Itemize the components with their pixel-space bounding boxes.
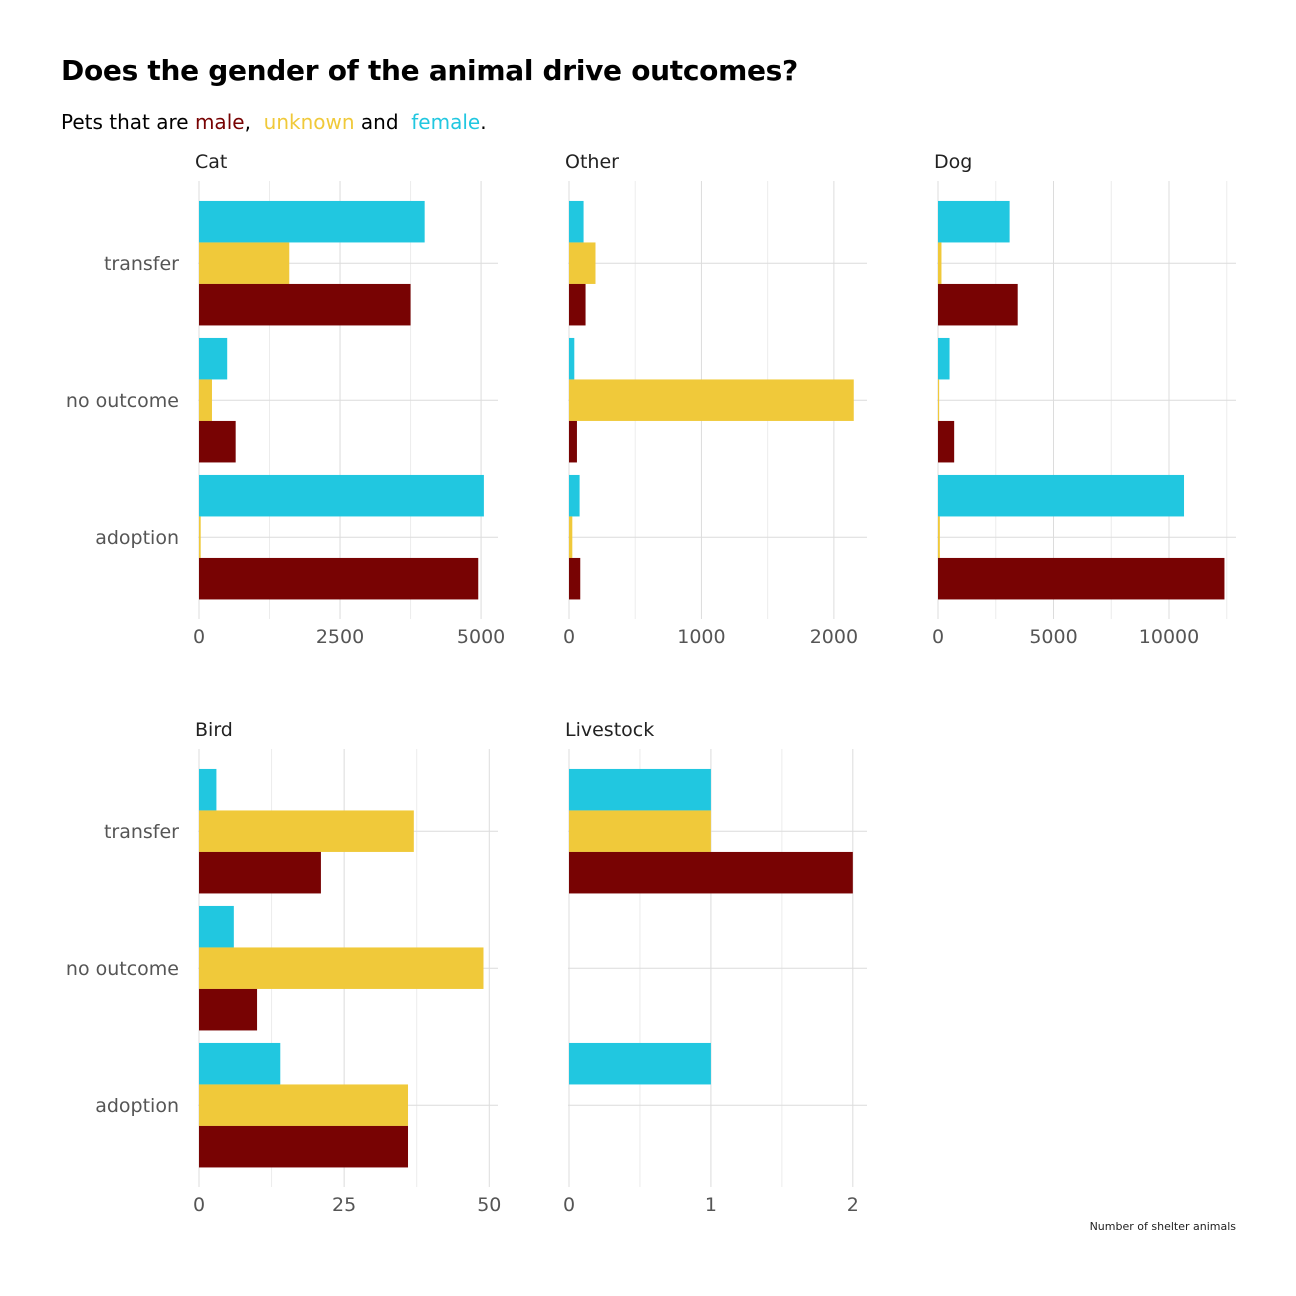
y-category-label: no outcome	[66, 390, 179, 412]
bar-other-adoption-male	[569, 557, 581, 600]
bar-livestock-adoption-female	[569, 1042, 711, 1085]
bar-cat-no-outcome-female	[199, 337, 228, 380]
y-category-label: no outcome	[66, 958, 179, 980]
bar-cat-no-outcome-unknown	[199, 379, 212, 421]
bar-bird-transfer-male	[199, 851, 321, 894]
bar-bird-adoption-female	[199, 1042, 281, 1085]
y-category-label: adoption	[95, 1095, 179, 1117]
y-category-label: adoption	[95, 527, 179, 549]
bar-other-transfer-male	[569, 283, 586, 326]
bar-dog-no-outcome-female	[938, 337, 950, 380]
bar-bird-no-outcome-male	[199, 988, 258, 1031]
bar-cat-adoption-female	[199, 474, 484, 517]
bar-dog-transfer-female	[938, 200, 1010, 243]
x-tick-label: 0	[193, 626, 205, 648]
subtitle-suffix: .	[480, 110, 487, 134]
bar-other-no-outcome-female	[569, 337, 575, 380]
facet-title-dog: Dog	[934, 151, 972, 173]
bar-bird-transfer-unknown	[199, 810, 414, 852]
bar-cat-no-outcome-male	[199, 420, 236, 463]
facet-title-other: Other	[565, 151, 619, 173]
y-category-label: transfer	[104, 821, 179, 843]
bar-other-adoption-female	[569, 474, 580, 517]
bar-other-transfer-unknown	[569, 242, 596, 284]
x-tick-label: 0	[193, 1194, 205, 1216]
subtitle-male: male	[194, 110, 245, 134]
bar-dog-adoption-female	[938, 474, 1185, 517]
subtitle-unknown: unknown	[263, 110, 355, 134]
bar-cat-transfer-male	[199, 283, 411, 326]
bar-dog-transfer-male	[938, 283, 1018, 326]
bar-dog-no-outcome-unknown	[938, 379, 940, 421]
bar-cat-transfer-female	[199, 200, 425, 243]
y-category-label: transfer	[104, 253, 179, 275]
bar-bird-adoption-unknown	[199, 1084, 409, 1126]
x-tick-label: 5000	[1029, 626, 1077, 648]
bar-cat-adoption-unknown	[199, 516, 201, 558]
facet-title-livestock: Livestock	[565, 719, 654, 741]
x-tick-label: 1	[705, 1194, 717, 1216]
x-tick-label: 2000	[810, 626, 858, 648]
subtitle-female: female	[411, 110, 481, 134]
bar-other-transfer-female	[569, 200, 584, 243]
x-tick-label: 50	[477, 1194, 501, 1216]
bar-bird-no-outcome-unknown	[199, 947, 484, 989]
chart-title: Does the gender of the animal drive outc…	[61, 54, 798, 87]
x-tick-label: 1000	[677, 626, 725, 648]
bar-livestock-transfer-female	[569, 768, 711, 811]
x-tick-label: 10000	[1139, 626, 1199, 648]
chart-subtitle: Pets that are male, unknown and female.	[61, 110, 487, 134]
bar-other-adoption-unknown	[569, 516, 573, 558]
bar-livestock-transfer-unknown	[569, 810, 711, 852]
x-tick-label: 0	[563, 626, 575, 648]
bar-other-no-outcome-unknown	[569, 379, 854, 421]
x-tick-label: 0	[563, 1194, 575, 1216]
x-tick-label: 5000	[457, 626, 505, 648]
x-tick-label: 0	[932, 626, 944, 648]
subtitle-sep1: ,	[244, 110, 264, 134]
subtitle-prefix: Pets that are	[61, 110, 195, 134]
x-tick-label: 2500	[316, 626, 364, 648]
facet-title-bird: Bird	[195, 719, 233, 741]
bar-livestock-transfer-male	[569, 851, 853, 894]
x-tick-label: 2	[847, 1194, 859, 1216]
subtitle-sep2: and	[354, 110, 412, 134]
bar-dog-no-outcome-male	[938, 420, 955, 463]
bar-other-no-outcome-male	[569, 420, 577, 463]
bar-dog-adoption-male	[938, 557, 1225, 600]
bar-bird-transfer-female	[199, 768, 217, 811]
bar-dog-adoption-unknown	[938, 516, 940, 558]
x-axis-caption: Number of shelter animals	[1089, 1220, 1236, 1233]
bar-bird-no-outcome-female	[199, 905, 234, 948]
bar-dog-transfer-unknown	[938, 242, 942, 284]
facet-title-cat: Cat	[195, 151, 227, 173]
bar-cat-transfer-unknown	[199, 242, 290, 284]
x-tick-label: 25	[332, 1194, 356, 1216]
bar-bird-adoption-male	[199, 1125, 409, 1168]
bar-cat-adoption-male	[199, 557, 479, 600]
